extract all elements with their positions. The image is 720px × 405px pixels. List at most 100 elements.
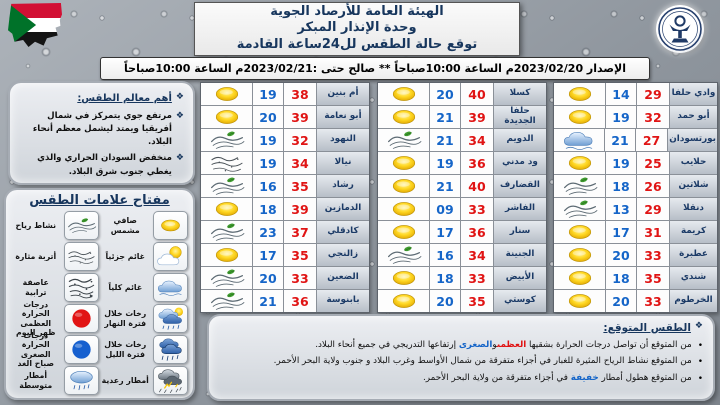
sunny-icon: [554, 290, 606, 312]
outlook-text: من المتوقع هطول أمطار خفيفة في أجزاء متف…: [423, 373, 692, 385]
min-temp: 20: [430, 83, 461, 105]
forecast-row: 13 29 دنقلا: [554, 198, 717, 221]
city-name: كادقلي: [317, 221, 369, 243]
sunny-icon: [378, 198, 430, 220]
max-temp: 33: [461, 198, 494, 220]
forecast-row: 18 26 شلاتين: [554, 175, 717, 198]
agency-title-box: الهيئة العامة للأرصاد الجوية وحدة الإنذا…: [194, 2, 520, 56]
city-name: الجنينة: [494, 244, 546, 266]
min-temp: 18: [606, 267, 637, 289]
city-name: حلفا الجديدة: [494, 106, 546, 128]
dot-bullet-icon: •: [697, 341, 703, 352]
max-temp: 26: [637, 175, 670, 197]
legend-label: رخات خلال فترة النهار: [104, 309, 147, 328]
min-temp: 19: [253, 152, 284, 174]
max-temp: 29: [637, 83, 670, 105]
max-temp: 39: [284, 106, 317, 128]
weather-features-box: ❖ أهم معالم الطقس: ❖ مرتفع جوي يتمركز في …: [8, 81, 195, 185]
forecast-row: 17 35 زالنجي: [201, 244, 369, 267]
max-temp: 36: [284, 290, 317, 312]
outlook-text: من المتوقع أن تواصل درجات الحرارة بشقيها…: [315, 340, 691, 352]
wind-icon: [554, 198, 606, 220]
city-name: الدمازين: [317, 198, 369, 220]
forecast-row: 14 29 وادي حلفا: [554, 83, 717, 106]
forecast-table-middle: 20 40 كسلا 21 39 حلفا الجديدة 21 34 الدويم 19 36 ود…: [377, 82, 547, 313]
min-temp: 20: [430, 290, 461, 312]
wind-icon: [554, 175, 606, 197]
city-name: نيالا: [317, 152, 369, 174]
feature-item: ❖ مرتفع جوي يتمركز في شمال أفريقيا ويمتد …: [16, 110, 184, 150]
max-temp: 25: [637, 152, 670, 174]
forecast-row: 20 33 عطبرة: [554, 244, 717, 267]
forecast-table-left: 19 38 أم بنين 20 39 أبو نعامة 19 32 النهود 19 34 ني…: [200, 82, 370, 313]
max-temp: 29: [637, 198, 670, 220]
forecast-row: 23 37 كادقلي: [201, 221, 369, 244]
sunny-icon: [554, 106, 606, 128]
sunny-icon: [554, 152, 606, 174]
forecast-row: 19 38 أم بنين: [201, 83, 369, 106]
outlook-text-segment: من المتوقع نشاط الرياح المثيرة للغبار في…: [273, 356, 692, 367]
legend-label: أمطار متوسطة: [19, 371, 53, 390]
legend-entry: أمطار متوسطة: [11, 365, 99, 396]
legend-label: درجات الحرارة الصغرى صباح الغد: [17, 331, 54, 368]
min-temp-icon: [63, 335, 99, 364]
wind-icon: [63, 211, 99, 240]
diamond-bullet-icon: ❖: [175, 153, 184, 164]
outlook-item: • من المتوقع نشاط الرياح المثيرة للغبار ف…: [219, 356, 703, 368]
legend-column-phenomena: نشاط رياح أتربة مثارة عاصفة ترابية درجات ال…: [11, 210, 99, 396]
min-temp: 16: [253, 175, 284, 197]
wind-icon: [201, 175, 253, 197]
min-temp: 19: [253, 83, 284, 105]
max-temp: 34: [461, 129, 494, 151]
min-temp: 21: [430, 175, 461, 197]
max-temp: 40: [461, 175, 494, 197]
sunny-icon: [554, 267, 606, 289]
min-temp: 17: [253, 244, 284, 266]
max-temp: 35: [461, 290, 494, 312]
legend-entry: غائم جزئياً: [101, 241, 188, 272]
outlook-item: • من المتوقع هطول أمطار خفيفة في أجزاء مت…: [219, 373, 703, 385]
outlook-text-segment: من المتوقع هطول أمطار: [598, 372, 692, 383]
sunny-icon: [554, 244, 606, 266]
outlook-text: من المتوقع نشاط الرياح المثيرة للغبار في…: [274, 356, 692, 368]
meteorology-emblem-icon: [658, 7, 702, 51]
city-name: الفاشر: [494, 198, 546, 220]
forecast-row: 20 33 الضعين: [201, 267, 369, 290]
day-showers-icon: [153, 304, 188, 333]
wind-icon: [201, 129, 253, 151]
forecast-row: 19 25 حلايب: [554, 152, 717, 175]
dot-bullet-icon: •: [697, 373, 703, 384]
max-temp: 37: [284, 221, 317, 243]
min-temp: 17: [430, 221, 461, 243]
min-temp: 20: [606, 290, 637, 312]
outlook-list: • من المتوقع أن تواصل درجات الحرارة بشقيه…: [219, 340, 703, 384]
max-temp: 39: [284, 198, 317, 220]
city-name: سنار: [494, 221, 546, 243]
cloudy-icon: [153, 273, 188, 302]
legend-entry: أتربة مثارة: [11, 241, 99, 272]
city-name: كريمة: [670, 221, 717, 243]
bulletin-title: توقع حالة الطقس لل24ساعة القادمة: [236, 36, 478, 52]
sunny-icon: [201, 106, 253, 128]
city-name: رشاد: [317, 175, 369, 197]
sunny-icon: [153, 211, 188, 240]
dust-icon: [63, 242, 99, 271]
min-temp: 20: [253, 267, 284, 289]
outlook-text-segment: الصغرى: [458, 340, 493, 351]
outlook-text-segment: العظمى: [496, 340, 527, 351]
max-temp: 27: [635, 129, 669, 151]
city-name: ود مدني: [494, 152, 546, 174]
max-temp: 40: [461, 83, 494, 105]
features-list: ❖ مرتفع جوي يتمركز في شمال أفريقيا ويمتد …: [16, 110, 184, 180]
forecast-row: 17 31 كريمة: [554, 221, 717, 244]
min-temp: 16: [430, 244, 461, 266]
forecast-row: 18 33 الأبيض: [378, 267, 546, 290]
legend-entry: صافي مشمس: [101, 210, 188, 241]
max-temp: 32: [284, 129, 317, 151]
max-temp: 34: [461, 244, 494, 266]
city-name: الخرطوم: [670, 290, 717, 312]
legend-label: غائم جزئياً: [105, 251, 146, 261]
forecast-row: 21 34 الدويم: [378, 129, 546, 152]
city-name: دنقلا: [670, 198, 717, 220]
